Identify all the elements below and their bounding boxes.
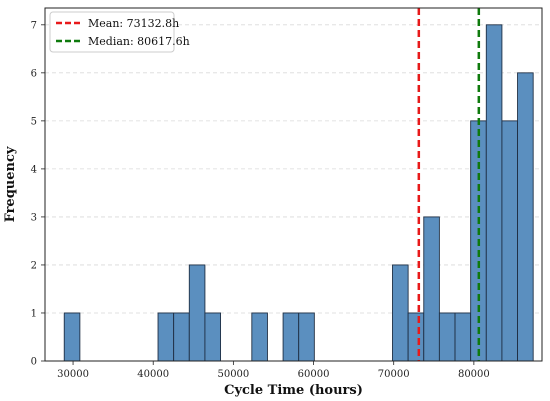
y-tick-label-0: 0 [31,357,37,368]
legend: Mean: 73132.8h Median: 80617.6h [49,11,190,53]
histogram-bar-9 [407,312,425,362]
reference-lines [417,8,481,361]
legend-label-median: Median: 80617.6h [88,35,190,48]
y-tick-label-2: 2 [31,260,37,271]
histogram-bar-0 [63,312,81,362]
plot-frame [44,7,543,362]
x-axis-title: Cycle Time (hours) [224,383,363,398]
y-tick-label-7: 7 [31,20,37,31]
x-tick-label-70000: 70000 [378,369,410,380]
y-tick-label-6: 6 [31,68,37,79]
histogram-bar-3 [188,264,206,362]
x-tick-label-50000: 50000 [217,369,249,380]
legend-label-mean: Mean: 73132.8h [88,17,179,30]
histogram-bar-2 [173,312,190,362]
histogram-bar-14 [485,24,503,362]
histogram-bar-15 [501,120,519,362]
legend-box [49,11,175,53]
histogram-bar-4 [204,312,222,362]
y-axis-title: Frequency [3,146,18,222]
x-tick-label-30000: 30000 [57,369,89,380]
y-tick-label-4: 4 [31,164,37,175]
histogram-bar-5 [251,312,268,362]
y-tick-label-5: 5 [31,116,37,127]
y-axis-ticks: 0 1 2 3 4 5 6 7 [31,20,45,368]
histogram-bar-8 [392,264,409,362]
histogram-bars [63,24,534,362]
histogram-bar-12 [454,312,472,362]
x-axis-ticks: 30000 40000 50000 60000 70000 80000 [57,361,490,380]
histogram-bar-6 [282,312,300,362]
x-tick-label-80000: 80000 [458,369,490,380]
histogram-bar-10 [423,216,440,362]
histogram-bar-1 [157,312,175,362]
x-tick-label-60000: 60000 [298,369,330,380]
y-tick-label-3: 3 [31,212,37,223]
y-tick-label-1: 1 [31,308,37,319]
x-tick-label-40000: 40000 [137,369,169,380]
histogram-bar-7 [298,312,315,362]
histogram-bar-11 [438,312,456,362]
histogram-bar-16 [517,72,534,362]
gridlines [45,24,542,314]
